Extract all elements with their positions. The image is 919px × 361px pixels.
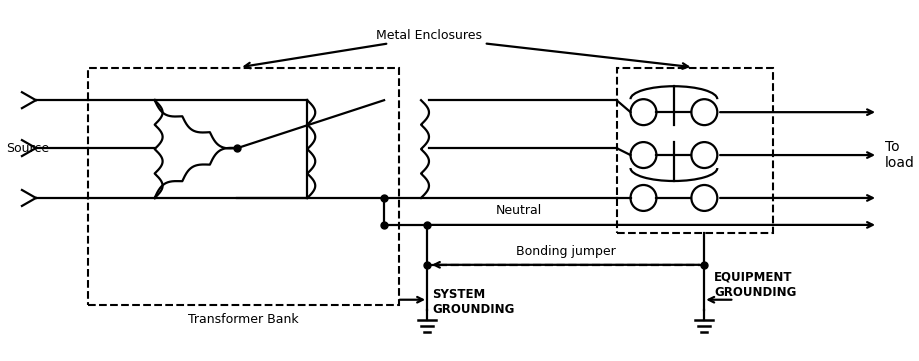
Text: To
load: To load [884, 140, 913, 170]
Bar [616, 68, 772, 233]
Text: Metal Enclosures: Metal Enclosures [376, 29, 482, 42]
Text: Neutral: Neutral [495, 204, 541, 217]
Text: SYSTEM
GROUNDING: SYSTEM GROUNDING [432, 288, 514, 316]
Bar [87, 68, 399, 305]
Text: Transformer Bank: Transformer Bank [187, 313, 299, 326]
Text: Bonding jumper: Bonding jumper [516, 245, 615, 258]
Text: Source: Source [6, 142, 49, 155]
Text: EQUIPMENT
GROUNDING: EQUIPMENT GROUNDING [713, 271, 796, 299]
